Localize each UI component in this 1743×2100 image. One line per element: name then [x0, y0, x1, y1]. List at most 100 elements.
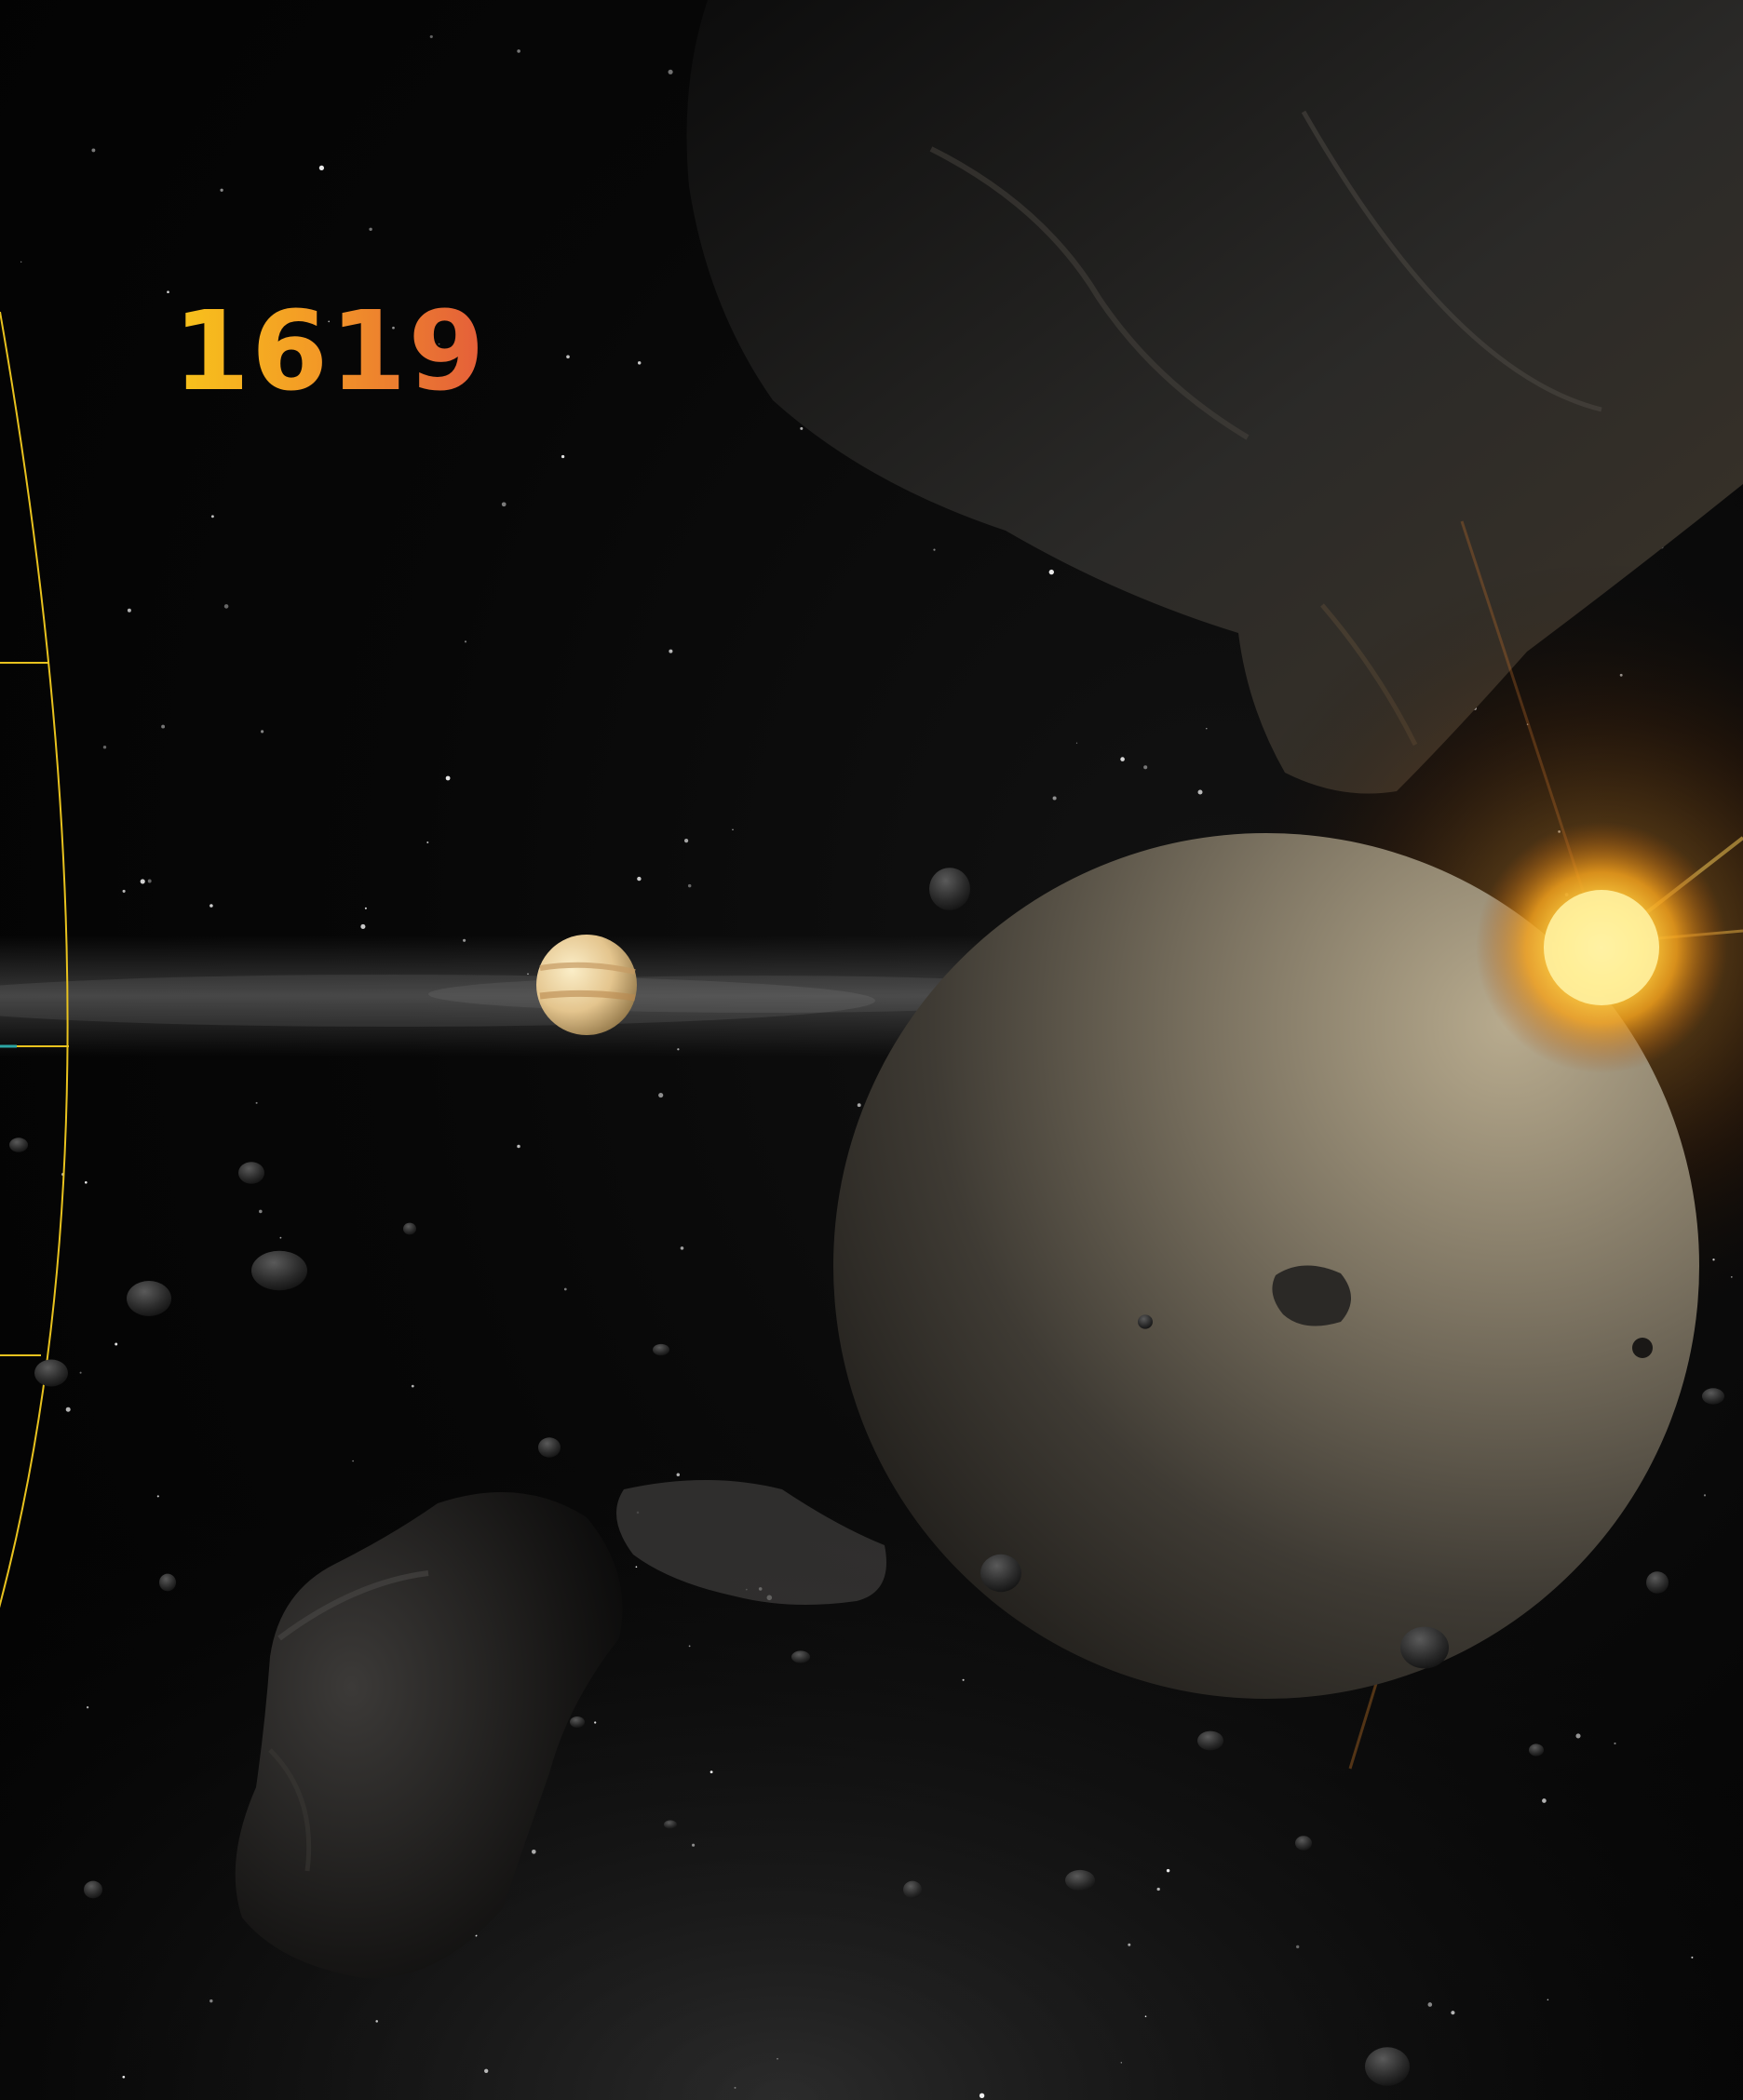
star	[979, 2093, 985, 2098]
star	[1166, 1868, 1170, 1873]
star	[669, 649, 673, 653]
star	[122, 889, 126, 893]
star	[517, 49, 520, 53]
sun-bright	[1544, 890, 1659, 1005]
star	[209, 904, 213, 908]
star	[364, 907, 367, 909]
star	[1691, 1956, 1694, 1959]
star	[464, 640, 467, 643]
asteroid	[127, 1281, 171, 1316]
star	[635, 1566, 638, 1568]
asteroid	[1197, 1730, 1223, 1751]
star	[86, 1706, 89, 1709]
star	[84, 1180, 88, 1184]
asteroid	[9, 1138, 28, 1152]
star	[79, 1371, 82, 1374]
asteroid	[403, 1222, 416, 1235]
year-label: 1619	[173, 287, 487, 415]
star	[279, 1236, 282, 1239]
asteroid	[791, 1650, 810, 1663]
star	[352, 1460, 354, 1462]
star	[1547, 1999, 1549, 2001]
star	[1206, 727, 1208, 730]
star	[438, 343, 440, 345]
asteroid	[538, 1437, 561, 1458]
timeline	[0, 311, 69, 1609]
star	[127, 608, 131, 612]
asteroid	[570, 1716, 585, 1728]
star	[1427, 2002, 1433, 2007]
star	[258, 1209, 263, 1214]
asteroid	[1702, 1388, 1724, 1405]
star	[210, 515, 214, 518]
star	[1144, 2015, 1147, 2017]
star	[933, 548, 936, 551]
mid-asteroid	[616, 1480, 886, 1605]
star	[857, 1103, 861, 1108]
star	[328, 320, 331, 323]
star	[1703, 1494, 1707, 1497]
star	[429, 34, 433, 38]
star	[1542, 1798, 1547, 1803]
star	[637, 361, 642, 365]
star	[1048, 569, 1054, 575]
star	[709, 1770, 713, 1774]
star	[375, 2020, 378, 2023]
star	[687, 883, 692, 888]
star	[161, 724, 166, 729]
asteroid	[238, 1162, 264, 1184]
star	[676, 1473, 681, 1476]
star	[1197, 789, 1203, 795]
star	[91, 148, 96, 153]
asteroid	[1400, 1626, 1449, 1669]
star	[255, 1101, 258, 1104]
star	[800, 426, 804, 430]
star	[1156, 1887, 1160, 1891]
star	[658, 1093, 664, 1098]
asteroid	[251, 1250, 307, 1291]
star	[411, 1384, 414, 1388]
star	[261, 730, 264, 734]
star	[484, 2068, 489, 2073]
star	[668, 69, 673, 74]
star	[122, 2075, 126, 2079]
asteroid	[1365, 2047, 1410, 2086]
star	[1451, 2011, 1455, 2015]
asteroid	[980, 1554, 1021, 1593]
star	[1296, 1945, 1300, 1949]
star	[501, 502, 507, 507]
star	[223, 604, 229, 609]
star	[1575, 1733, 1581, 1739]
asteroid	[1529, 1743, 1544, 1757]
star	[688, 1645, 691, 1648]
star	[732, 828, 734, 830]
star	[684, 839, 689, 843]
asteroid	[1138, 1314, 1153, 1329]
star	[517, 1144, 520, 1149]
star	[369, 317, 372, 322]
star	[360, 923, 366, 929]
star	[369, 227, 372, 232]
asteroid	[653, 1343, 669, 1356]
star	[1614, 1742, 1616, 1745]
star	[147, 879, 152, 883]
star	[1120, 757, 1125, 761]
star	[445, 775, 451, 781]
star	[140, 879, 145, 884]
star	[962, 1678, 965, 1681]
star	[65, 1407, 71, 1412]
asteroid	[1646, 1571, 1669, 1594]
moonlet	[1272, 1265, 1351, 1326]
star	[1128, 1943, 1131, 1946]
star	[1052, 796, 1057, 801]
asteroids	[9, 868, 1724, 2086]
star	[167, 290, 169, 294]
asteroid	[34, 1359, 68, 1387]
star	[392, 326, 395, 330]
asteroid	[929, 868, 970, 910]
star	[220, 188, 223, 192]
star	[1143, 765, 1148, 770]
star	[531, 1849, 536, 1854]
star	[115, 1342, 118, 1346]
star	[777, 2057, 778, 2060]
